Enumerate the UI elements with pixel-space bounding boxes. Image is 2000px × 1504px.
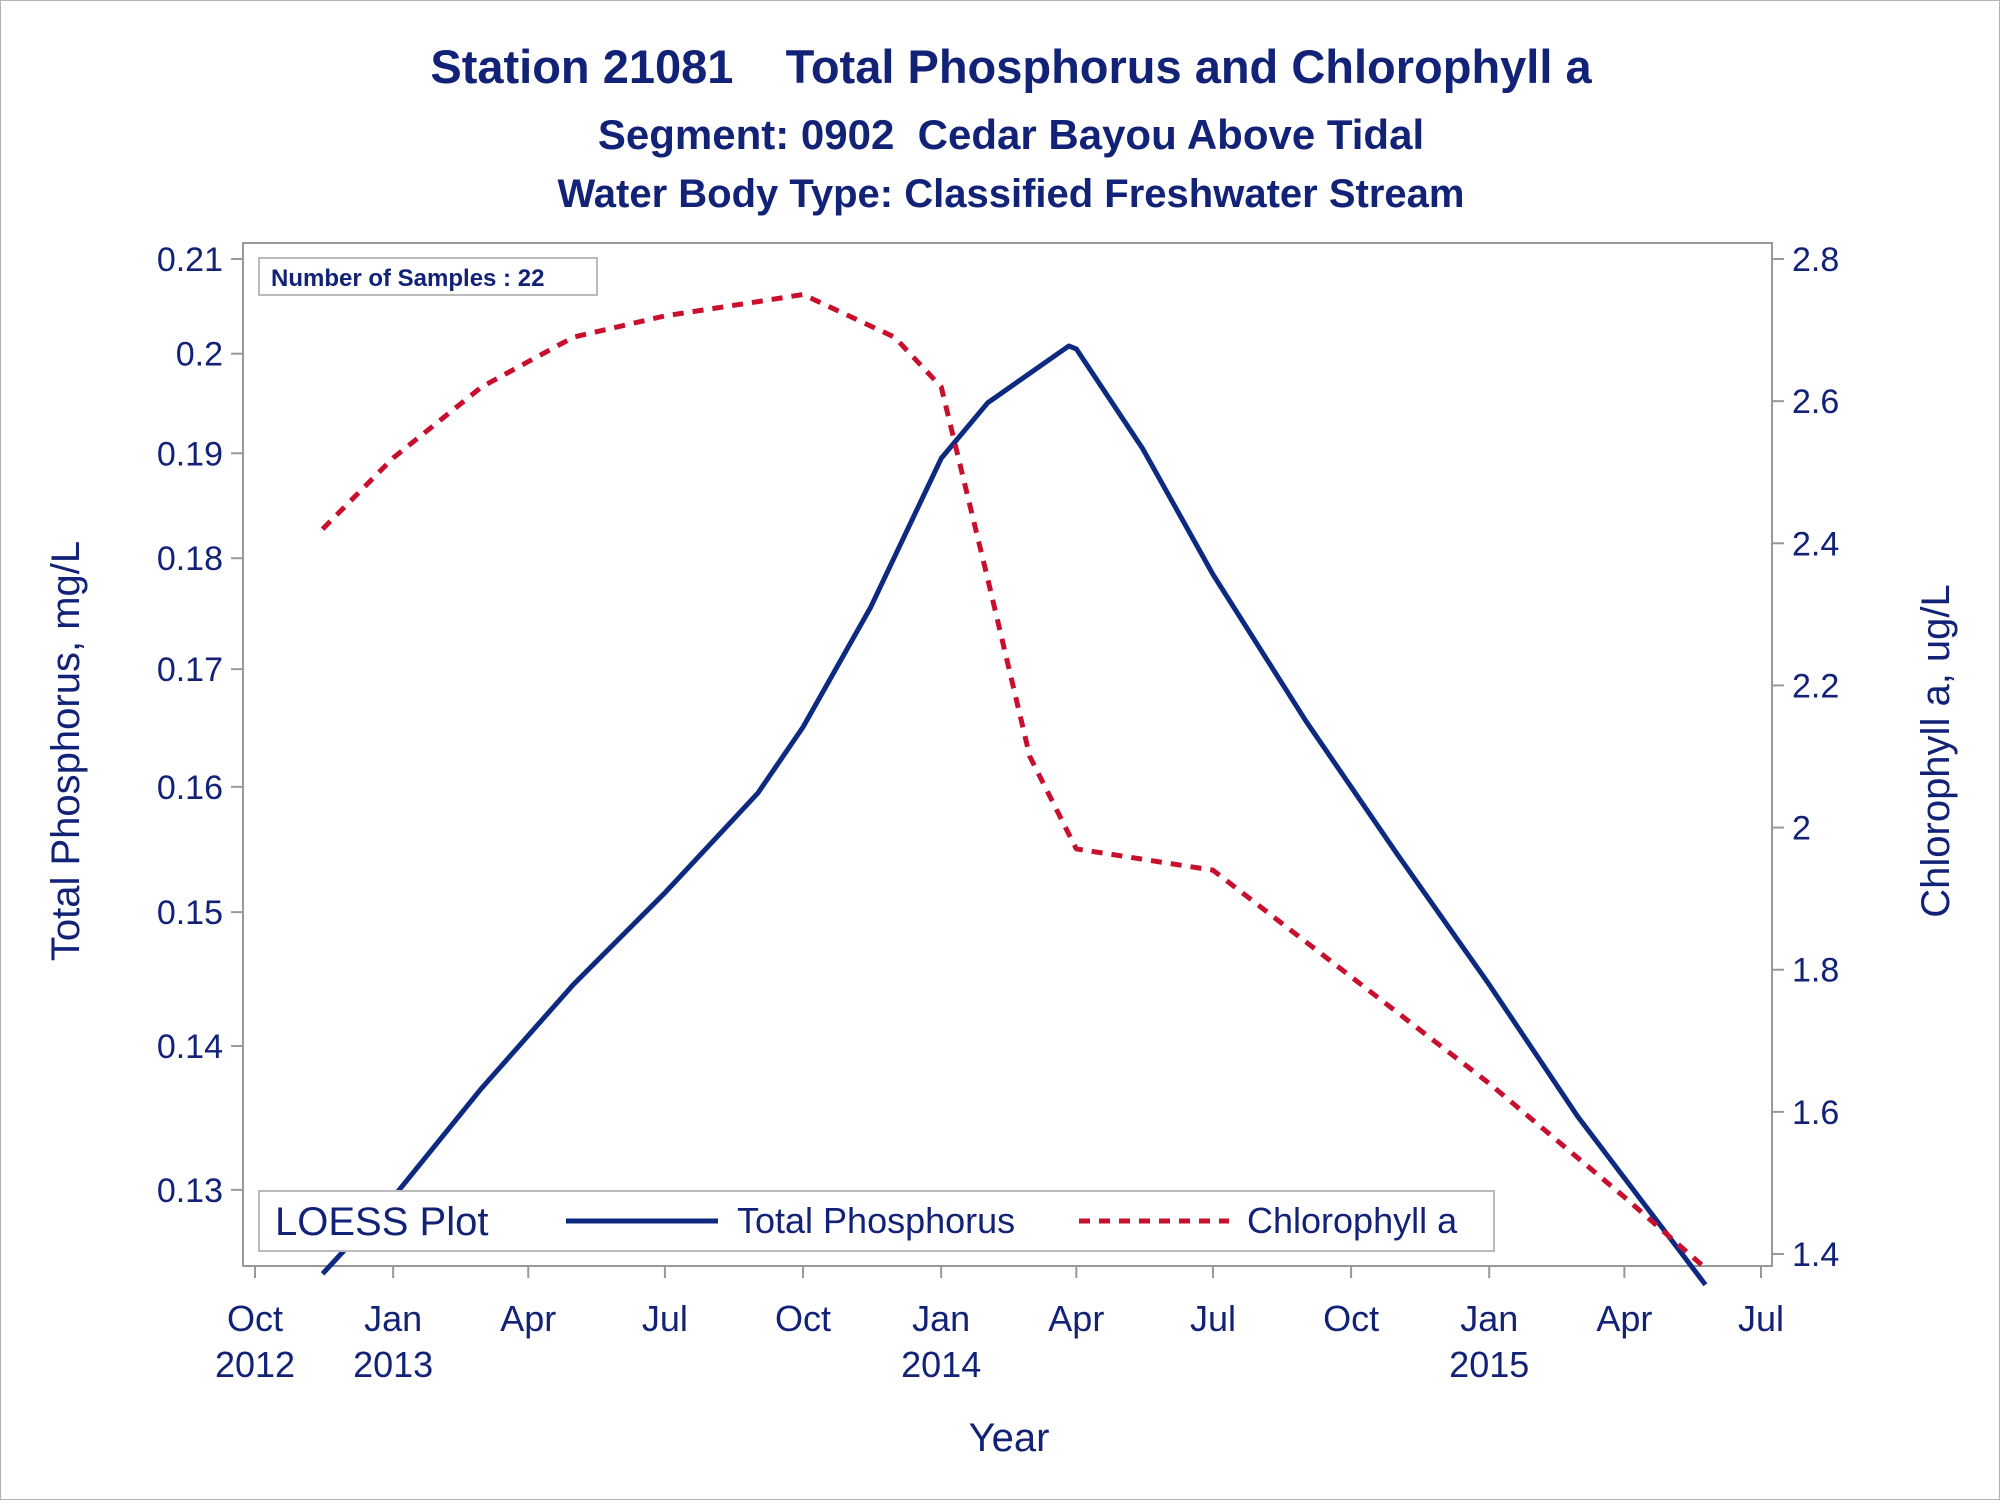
y-axis-right-label: Chlorophyll a, ug/L [1914, 584, 1958, 918]
series-line-total-phosphorus [323, 346, 1706, 1285]
x-tick-label-1: Jan [364, 1298, 422, 1339]
y-right-tick-label-2: 1.8 [1792, 952, 1839, 990]
x-tick-label-8: Oct [1323, 1298, 1379, 1339]
x-tick-label-2: Apr [500, 1298, 556, 1339]
x-tick-label-3: Jul [642, 1298, 688, 1339]
chart-subtitle-2: Water Body Type: Classified Freshwater S… [558, 172, 1465, 216]
y-right-tick-label-1: 1.6 [1792, 1094, 1839, 1132]
y-left-tick-label-2: 0.15 [157, 894, 223, 932]
x-tick-year-label-1: 2013 [353, 1344, 433, 1385]
y-right-tick-label-3: 2 [1792, 810, 1811, 848]
y-right-tick-label-0: 1.4 [1792, 1236, 1839, 1274]
y-right-tick-label-5: 2.4 [1792, 525, 1839, 563]
series-layer [323, 294, 1706, 1284]
y-right-tick-label-6: 2.6 [1792, 383, 1839, 421]
y-left-tick-label-0: 0.13 [157, 1172, 223, 1210]
legend: LOESS Plot Total Phosphorus Chlorophyll … [259, 1191, 1494, 1251]
x-tick-label-6: Apr [1048, 1298, 1104, 1339]
sample-count-text: Number of Samples : 22 [271, 265, 544, 292]
y-left-tick-label-6: 0.19 [157, 435, 223, 473]
y-right-tick-label-7: 2.8 [1792, 241, 1839, 279]
x-tick-label-0: Oct [227, 1298, 283, 1339]
x-axis: Oct 2012 Jan 2013 Apr Jul Oct Jan 2014 Apr Jul Oct J… [215, 1266, 1784, 1385]
y-right-tick-label-4: 2.2 [1792, 667, 1839, 705]
y-left-tick-label-1: 0.14 [157, 1028, 223, 1066]
y-left-tick-label-3: 0.16 [157, 769, 223, 807]
x-axis-label: Year [969, 1416, 1050, 1460]
x-tick-label-4: Oct [775, 1298, 831, 1339]
chart-title: Station 21081 Total Phosphorus and Chlor… [430, 40, 1592, 93]
x-tick-label-7: Jul [1190, 1298, 1236, 1339]
x-tick-label-11: Jul [1738, 1298, 1784, 1339]
y-left-tick-label-8: 0.21 [157, 241, 223, 279]
y-axis-right: 1.4 1.6 1.8 2 2.2 2.4 2.6 2.8 [1772, 241, 1839, 1274]
legend-label-total-phosphorus: Total Phosphorus [737, 1200, 1015, 1241]
chart-subtitle: Segment: 0902 Cedar Bayou Above Tidal [598, 111, 1424, 158]
x-tick-label-9: Jan [1460, 1298, 1518, 1339]
x-tick-label-5: Jan [912, 1298, 970, 1339]
y-left-tick-label-4: 0.17 [157, 651, 223, 689]
x-tick-year-label-5: 2014 [901, 1344, 981, 1385]
x-tick-year-label-0: 2012 [215, 1344, 295, 1385]
y-axis-left-label: Total Phosphorus, mg/L [44, 541, 88, 961]
x-tick-year-label-9: 2015 [1449, 1344, 1529, 1385]
legend-label-chlorophyll-a: Chlorophyll a [1247, 1200, 1458, 1241]
y-left-tick-label-5: 0.18 [157, 540, 223, 578]
x-tick-label-10: Apr [1596, 1298, 1652, 1339]
sample-count-inset: Number of Samples : 22 [259, 258, 597, 295]
y-left-tick-label-7: 0.2 [176, 336, 223, 374]
series-line-chlorophyll-a [323, 295, 1706, 1269]
legend-title: LOESS Plot [275, 1200, 488, 1244]
y-axis-left: 0.13 0.14 0.15 0.16 0.17 0.18 0.19 0.2 0.21 [157, 241, 243, 1210]
